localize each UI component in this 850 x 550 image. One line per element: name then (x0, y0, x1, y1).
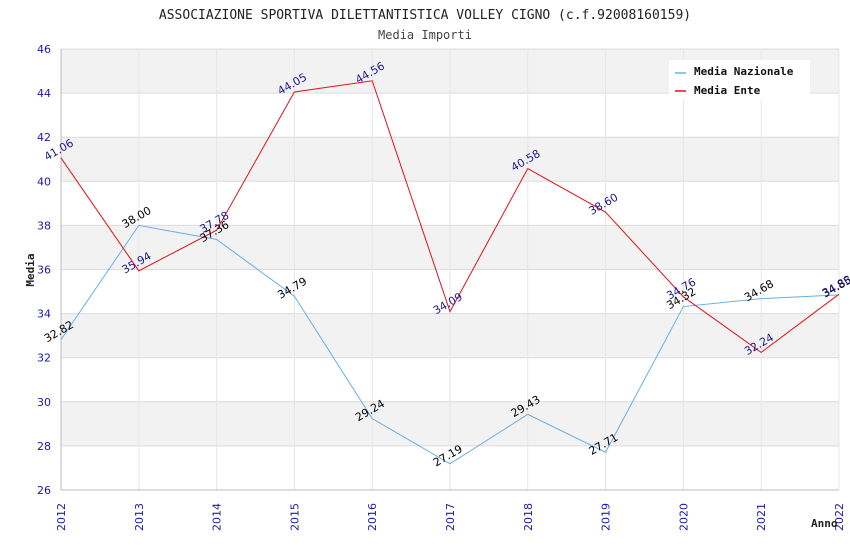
x-tick-label: 2019 (600, 503, 613, 531)
series-lines (60, 80, 840, 465)
legend: Media Nazionale Media Ente (669, 60, 810, 100)
chart-subtitle: Media Importi (378, 28, 472, 42)
legend-label-media-nazionale: Media Nazionale (694, 65, 794, 78)
x-axis-title: Anno (811, 517, 838, 530)
y-tick-label: 40 (37, 175, 51, 188)
x-tick-label: 2015 (288, 503, 301, 531)
y-tick-label: 34 (37, 308, 51, 321)
y-axis-ticks: 26 28 30 32 34 36 38 40 42 44 46 (37, 43, 51, 497)
x-tick-label: 2017 (444, 503, 457, 531)
legend-label-media-ente: Media Ente (694, 84, 761, 97)
y-tick-label: 36 (37, 264, 51, 277)
series-line-media-ente (60, 80, 840, 354)
x-tick-label: 2013 (133, 503, 146, 531)
y-tick-label: 42 (37, 131, 51, 144)
y-tick-label: 32 (37, 352, 51, 365)
y-tick-label: 38 (37, 219, 51, 232)
x-axis-ticks: 2012 2013 2014 2015 2016 2017 2018 2019 2020 2021… (55, 503, 846, 531)
chart-title: ASSOCIAZIONE SPORTIVA DILETTANTISTICA VO… (159, 8, 691, 23)
x-tick-label: 2021 (755, 503, 768, 531)
x-tick-label: 2018 (522, 503, 535, 531)
y-tick-label: 26 (37, 484, 51, 497)
x-tick-label: 2020 (677, 503, 690, 531)
legend-box (669, 60, 810, 100)
x-tick-label: 2016 (366, 503, 379, 531)
y-tick-label: 46 (37, 43, 51, 56)
x-tick-label: 2014 (211, 503, 224, 531)
y-tick-label: 44 (37, 87, 51, 100)
y-axis-title: Media (24, 253, 37, 286)
y-tick-label: 28 (37, 440, 51, 453)
x-tick-label: 2012 (55, 503, 68, 531)
y-tick-label: 30 (37, 396, 51, 409)
x-tick-label: 2022 (833, 503, 846, 531)
series-line-media-nazionale (60, 224, 840, 465)
